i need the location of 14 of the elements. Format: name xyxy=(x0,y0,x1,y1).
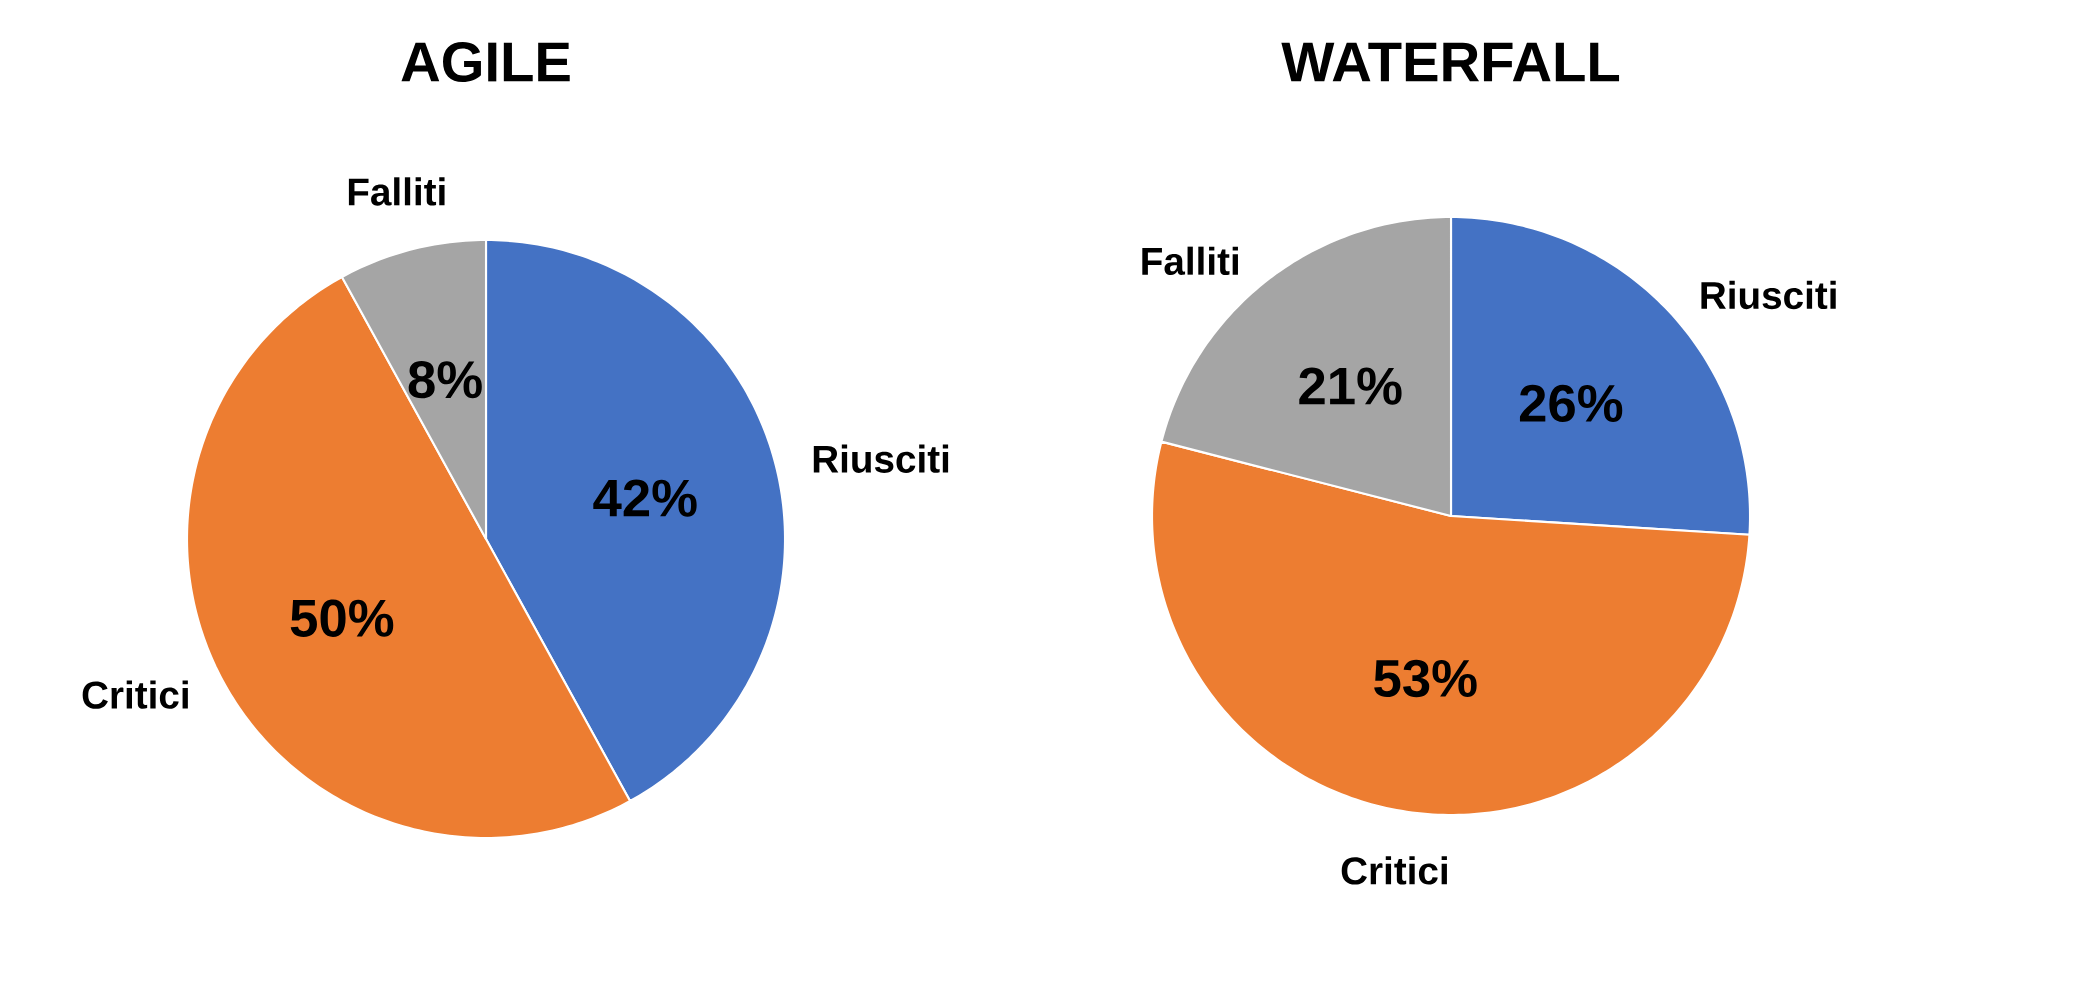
slice-label: Falliti xyxy=(348,177,445,206)
slice-label: Falliti xyxy=(1142,246,1238,276)
slice-label: Critici xyxy=(82,680,188,709)
data-label: 8% xyxy=(408,361,482,399)
slice-label: Riusciti xyxy=(813,444,949,473)
data-label: 21% xyxy=(1299,367,1402,405)
data-label: 26% xyxy=(1519,384,1623,423)
data-label: 50% xyxy=(290,599,394,637)
data-label: 53% xyxy=(1374,659,1477,698)
chart-title: AGILE xyxy=(401,42,570,82)
slice-label: Critici xyxy=(1341,856,1447,885)
slice-label: Riusciti xyxy=(1701,280,1836,310)
chart-title: WATERFALL xyxy=(1281,42,1620,82)
data-label: 42% xyxy=(593,479,697,517)
